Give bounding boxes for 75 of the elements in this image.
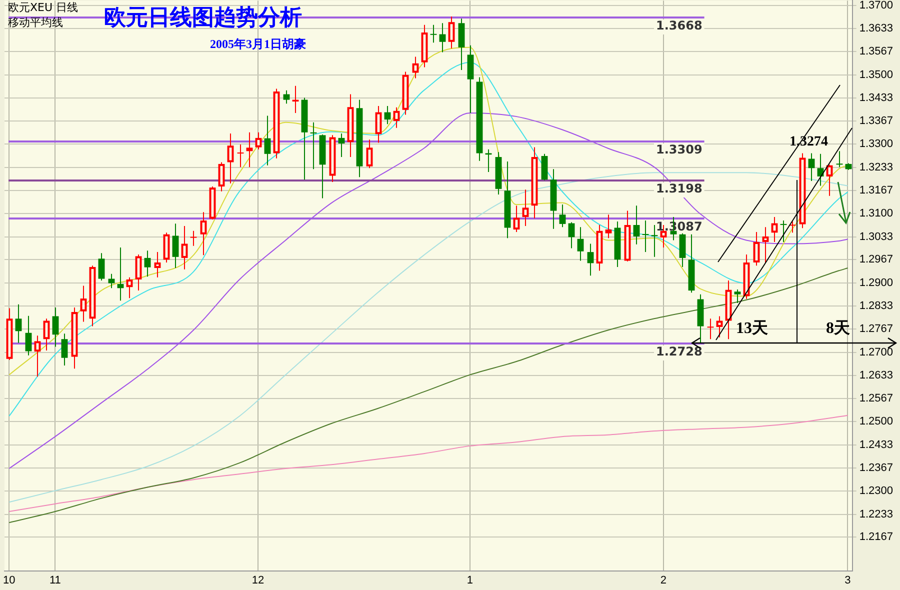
line-series — [8, 62, 848, 417]
ref-line-label: 1.2728 — [656, 344, 702, 359]
candlestick — [439, 22, 446, 53]
candlestick — [577, 226, 584, 262]
candlestick — [587, 243, 594, 276]
x-tick-label: 3 — [844, 574, 851, 586]
candlestick — [283, 90, 290, 104]
candlestick — [25, 315, 32, 356]
candlestick — [117, 247, 124, 302]
y-tick-label: 1.3500 — [859, 68, 894, 81]
candlestick — [707, 318, 714, 340]
candlestick — [61, 333, 68, 366]
ref-line-label: 1.3309 — [656, 142, 702, 157]
x-tick-label: 2 — [660, 574, 666, 586]
y-tick-label: 1.2500 — [859, 416, 894, 428]
y-tick-label: 1.3367 — [859, 114, 894, 127]
y-tick-label: 1.3567 — [859, 46, 894, 58]
y-tick-label: 1.2833 — [859, 300, 894, 312]
candlestick — [172, 223, 179, 269]
x-tick-label: 1 — [466, 574, 473, 586]
candlestick — [568, 222, 575, 249]
y-tick-label: 1.3167 — [859, 184, 894, 196]
y-tick-label: 1.2633 — [859, 370, 894, 382]
y-tick-label: 1.2567 — [859, 392, 894, 404]
candlestick — [98, 252, 105, 281]
candlestick — [541, 153, 548, 181]
y-tick-label: 1.3033 — [859, 230, 894, 243]
y-tick-label: 1.2233 — [859, 508, 894, 520]
y-tick-label: 1.2767 — [859, 323, 894, 336]
candlestick — [264, 115, 271, 166]
candlestick — [237, 144, 244, 168]
y-tick-label: 1.3233 — [859, 161, 894, 174]
x-tick-label: 10 — [3, 574, 16, 586]
candlestick — [716, 316, 723, 338]
line-series — [8, 172, 848, 503]
y-tick-label: 1.3700 — [859, 0, 894, 12]
candlestick — [605, 214, 612, 239]
annotation: 欧元XEU 日线 — [8, 0, 78, 14]
ref-line-label: 1.3668 — [656, 18, 702, 33]
candlestick — [679, 232, 686, 268]
y-tick-label: 1.2367 — [859, 462, 894, 474]
candlestick — [559, 204, 566, 228]
candlestick — [246, 132, 253, 168]
y-tick-label: 1.2700 — [859, 346, 894, 358]
x-tick-label: 11 — [49, 574, 61, 586]
y-tick-label: 1.2967 — [859, 254, 894, 266]
candlestick — [190, 230, 197, 246]
candlestick — [144, 250, 151, 278]
text: 2005年3月1日胡豪 — [210, 37, 306, 52]
ref-line-label: 1.3198 — [656, 182, 702, 196]
candlestick — [642, 220, 649, 253]
y-tick-label: 1.2167 — [859, 531, 894, 544]
candlestick — [485, 148, 492, 172]
candlestick — [338, 132, 345, 158]
y-tick-label: 1.3633 — [859, 22, 894, 35]
y-tick-label: 1.2300 — [859, 485, 894, 498]
candlestick — [633, 205, 640, 245]
annotation: 移动平均线 — [8, 16, 63, 29]
y-tick-label: 1.3100 — [859, 208, 894, 220]
y-tick-label: 1.3300 — [859, 138, 894, 150]
candlestick — [52, 307, 59, 348]
line-series — [8, 414, 848, 512]
annotation: 13天 — [736, 320, 769, 338]
x-tick-label: 12 — [252, 574, 264, 586]
annotation: 8天 — [826, 320, 851, 338]
line-series — [8, 112, 848, 469]
candlestick — [430, 24, 437, 44]
candlestick — [734, 289, 741, 304]
line-series — [8, 268, 848, 524]
y-tick-label: 1.2900 — [859, 276, 894, 289]
y-tick-label: 1.3433 — [859, 92, 894, 104]
y-tick-label: 1.2433 — [859, 438, 894, 451]
candlestick — [15, 304, 22, 344]
candlestick — [780, 220, 787, 242]
candlestick — [108, 273, 115, 289]
